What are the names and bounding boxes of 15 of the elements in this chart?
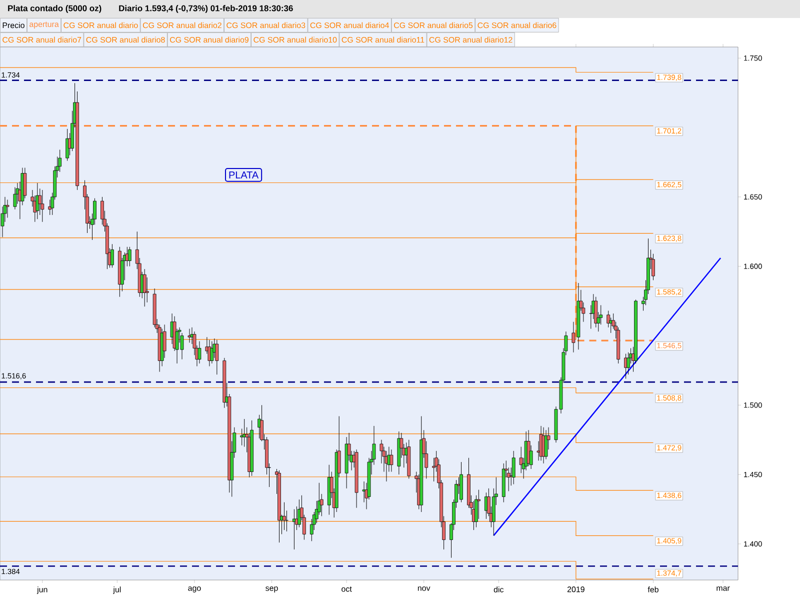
chart-subtitle: Diario 1.593,4 (-0,73%) 01-feb-2019 18:30:36 — [119, 5, 293, 13]
candlestick — [66, 128, 70, 162]
chart-title: Plata contado (5000 oz) — [8, 5, 102, 13]
candlestick — [282, 502, 286, 530]
candlestick — [145, 277, 149, 303]
candlestick — [6, 199, 10, 218]
candlestick — [390, 449, 394, 472]
annotation: PLATA — [229, 171, 259, 178]
candlestick — [477, 490, 480, 520]
candlestick — [544, 430, 548, 460]
candlestick — [142, 268, 146, 307]
candlestick — [13, 186, 17, 210]
candlestick — [128, 246, 132, 267]
candlestick — [626, 352, 630, 375]
candlestick — [198, 341, 202, 364]
